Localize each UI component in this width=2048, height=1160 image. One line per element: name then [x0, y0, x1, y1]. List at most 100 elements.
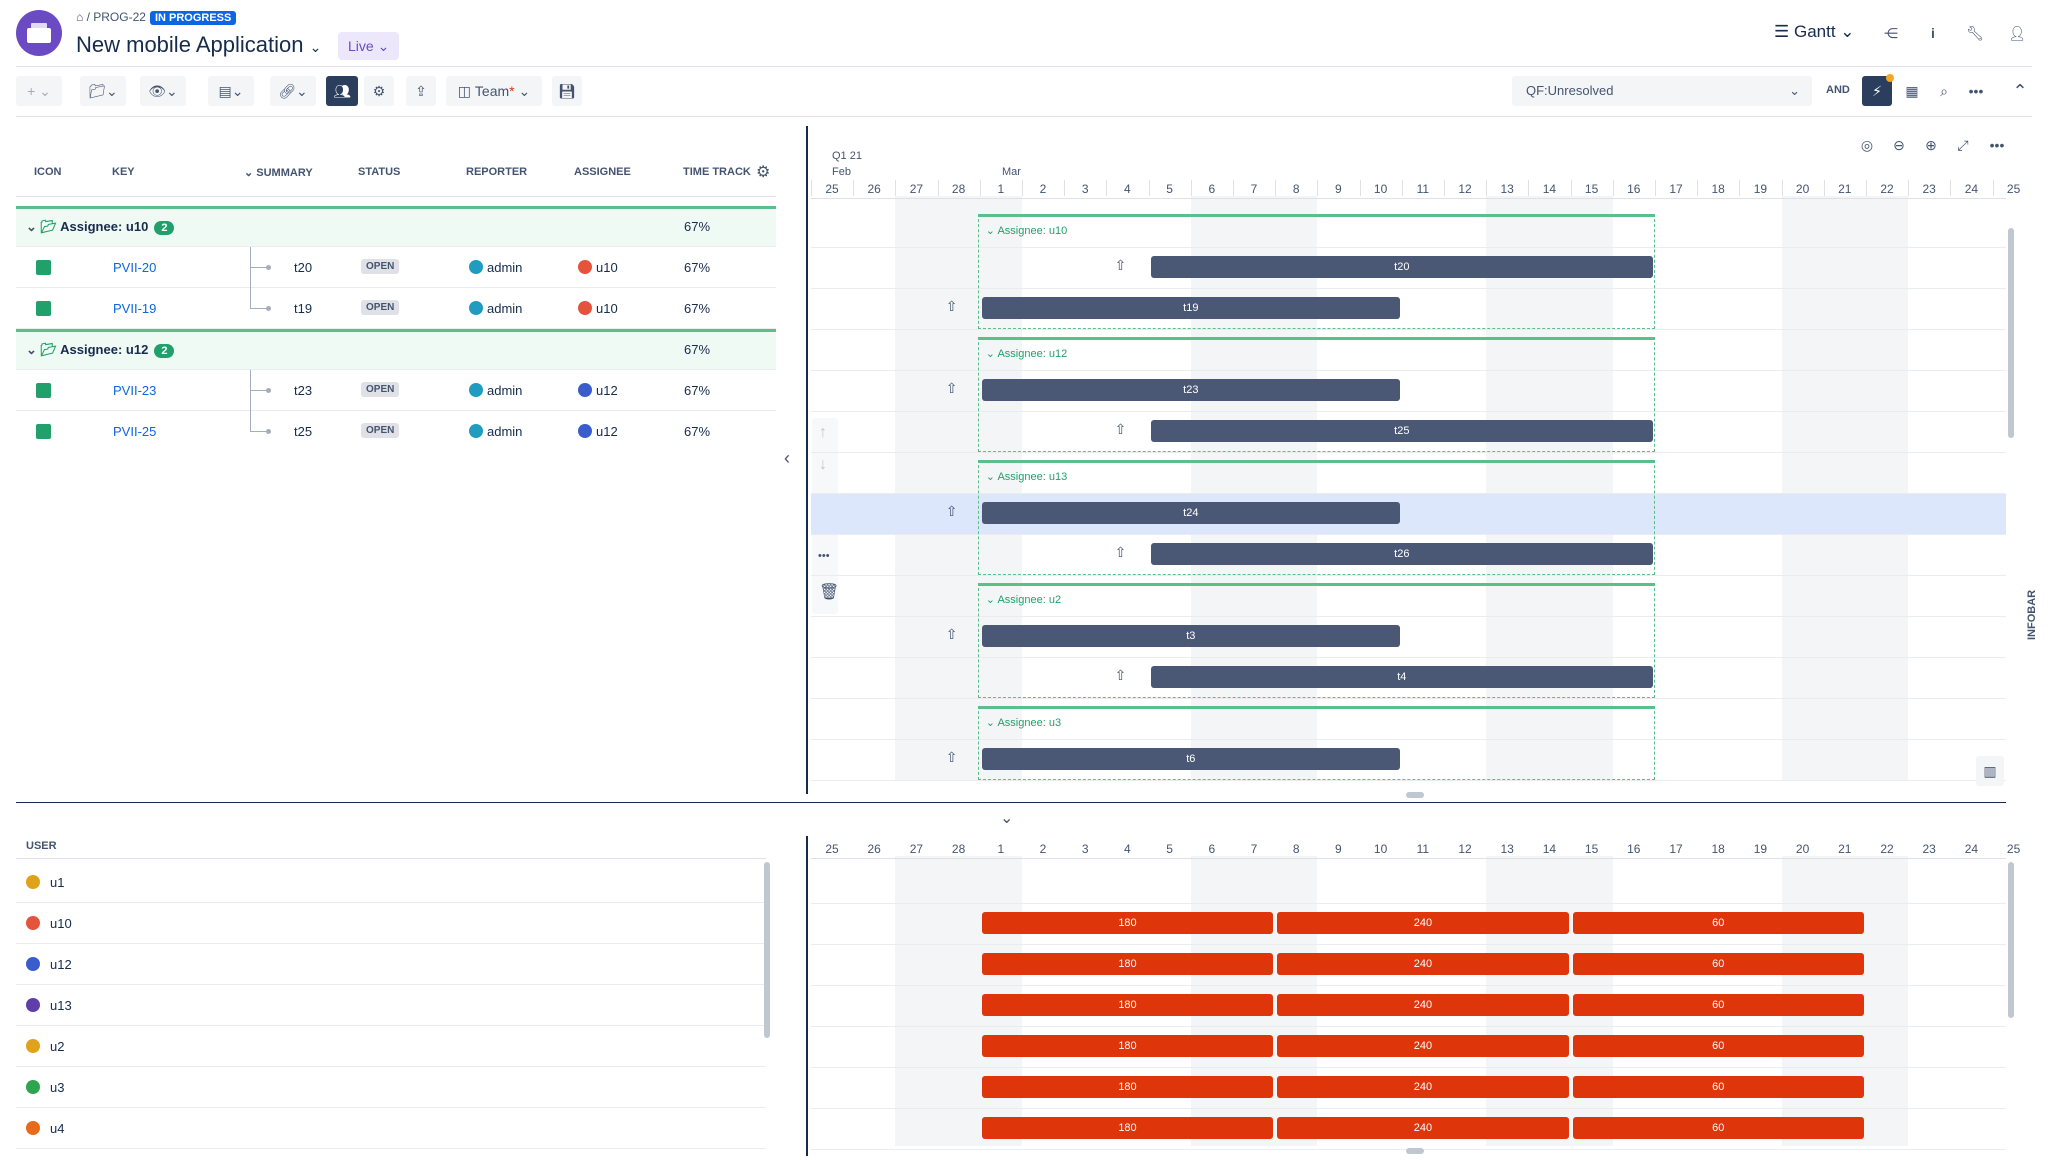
resource-vscroll[interactable]: [764, 862, 770, 1038]
group-bar-label[interactable]: ⌄ Assignee: u12: [986, 347, 1067, 360]
chevron-down-icon[interactable]: ⌄: [26, 711, 41, 726]
issue-key[interactable]: PVII-5: [113, 793, 150, 802]
gantt-vscroll[interactable]: [2008, 228, 2014, 438]
issue-key[interactable]: PVII-23: [113, 383, 157, 398]
lightning-icon[interactable]: ⚡︎: [1862, 74, 1894, 106]
task-bar[interactable]: t23: [981, 379, 1400, 401]
workload-bar[interactable]: 60: [1572, 1076, 1864, 1098]
add-button[interactable]: + ⌄: [16, 76, 62, 106]
live-dropdown[interactable]: Live ⌄: [338, 32, 400, 60]
summary[interactable]: t24: [294, 506, 313, 521]
move-up-icon[interactable]: ⇧: [945, 626, 958, 642]
move-up-icon[interactable]: ⇧: [1114, 544, 1127, 560]
issue-key[interactable]: PVII-19: [113, 301, 157, 316]
workload-bar[interactable]: 180: [981, 912, 1274, 934]
map-icon[interactable]: ▥: [1976, 756, 2004, 786]
user-row[interactable]: u2: [16, 1026, 766, 1067]
workload-bar[interactable]: 180: [981, 953, 1274, 975]
workload-bar[interactable]: 240: [1277, 1035, 1569, 1057]
infobar-label[interactable]: INFOBAR: [2026, 589, 2038, 640]
col-summary[interactable]: ⌄ SUMMARY: [244, 167, 313, 179]
group-bar-label[interactable]: ⌄ Assignee: u2: [986, 593, 1061, 606]
zoom-in-icon[interactable]: ⊕: [1925, 136, 1937, 153]
move-up-icon[interactable]: ⇧: [1114, 257, 1127, 273]
group-row[interactable]: ⌄ 📂︎ Assignee: u12 2 67%: [16, 329, 776, 370]
chevron-down-icon[interactable]: ⌄: [26, 342, 41, 357]
move-up-icon[interactable]: ↑: [819, 424, 827, 441]
summary[interactable]: t19: [294, 301, 313, 316]
share-icon[interactable]: ⋲: [1884, 24, 1898, 41]
summary[interactable]: t23: [294, 383, 313, 398]
task-bar[interactable]: t3: [981, 625, 1400, 647]
workload-bar[interactable]: 180: [981, 1035, 1274, 1057]
export-icon[interactable]: ⇪: [406, 76, 436, 106]
info-icon[interactable]: i: [1931, 25, 1935, 41]
issue-key[interactable]: PVII-6: [113, 752, 150, 767]
task-bar[interactable]: t4: [1150, 666, 1653, 688]
table-row[interactable]: PVII-20 t20 OPEN admin u10 67%: [16, 247, 776, 288]
workload-bar[interactable]: 240: [1277, 1076, 1569, 1098]
fullscreen-icon[interactable]: ⤢: [1957, 136, 1969, 153]
workload-bar[interactable]: 180: [981, 994, 1274, 1016]
wrench-icon[interactable]: 🔧︎: [1966, 24, 1984, 41]
more-actions-icon[interactable]: •••: [818, 550, 830, 562]
user-icon[interactable]: 👤︎: [2008, 24, 2026, 41]
summary[interactable]: t25: [294, 424, 313, 439]
resource-hscroll[interactable]: [1406, 1148, 1424, 1154]
workload-bar[interactable]: 240: [1277, 1117, 1569, 1139]
table-row[interactable]: PVII-25 t25 OPEN admin u12 67%: [16, 391, 776, 444]
issue-key[interactable]: PVII-25: [113, 424, 157, 439]
move-up-icon[interactable]: ⇧: [945, 503, 958, 519]
summary[interactable]: t26: [294, 547, 313, 562]
column-settings-icon[interactable]: ⚙: [756, 164, 771, 181]
issue-key[interactable]: PVII-3: [113, 629, 150, 644]
search-icon[interactable]: ⌕: [1940, 82, 1948, 99]
group-row[interactable]: ⌄ 📂︎ Assignee: u3 2 67%: [16, 698, 776, 739]
filter-dropdown[interactable]: QF:Unresolved ⌄: [1512, 76, 1812, 106]
col-time-track[interactable]: TIME TRACK: [683, 166, 751, 178]
gantt-more-icon[interactable]: •••: [1989, 137, 2005, 153]
gear-icon[interactable]: ⚙: [364, 76, 394, 106]
and-toggle[interactable]: AND: [1826, 84, 1850, 96]
summary[interactable]: t5: [294, 793, 305, 802]
summary[interactable]: t4: [294, 670, 305, 685]
move-up-icon[interactable]: ⇧: [1114, 667, 1127, 683]
col-reporter[interactable]: REPORTER: [466, 166, 528, 178]
workload-bar[interactable]: 60: [1572, 912, 1864, 934]
resource-gantt-vscroll[interactable]: [2008, 862, 2014, 1018]
view-switcher[interactable]: ☰ Gantt ⌄: [1774, 22, 1855, 41]
group-bar-label[interactable]: ⌄ Assignee: u13: [986, 470, 1067, 483]
user-row[interactable]: u10: [16, 903, 766, 944]
task-bar[interactable]: t24: [981, 502, 1400, 524]
eye-icon[interactable]: 👁︎⌄: [140, 76, 186, 106]
move-up-icon[interactable]: ⇧: [945, 298, 958, 314]
group-label[interactable]: ⌄ 📂︎ Assignee: u10 2: [26, 219, 175, 235]
user-row[interactable]: u12: [16, 944, 766, 985]
workload-bar[interactable]: 240: [1277, 994, 1569, 1016]
workload-bar[interactable]: 60: [1572, 953, 1864, 975]
table-row[interactable]: PVII-3 t3 OPEN admin u2 67%: [16, 616, 776, 657]
summary[interactable]: t20: [294, 260, 313, 275]
col-key[interactable]: KEY: [112, 166, 135, 178]
user-row[interactable]: u4: [16, 1108, 766, 1149]
user-row[interactable]: u3: [16, 1067, 766, 1108]
gantt-hscroll[interactable]: [1406, 792, 1424, 798]
user-row[interactable]: u1: [16, 862, 766, 903]
workload-bar[interactable]: 60: [1572, 1035, 1864, 1057]
move-up-icon[interactable]: ⇧: [945, 380, 958, 396]
chevron-down-icon[interactable]: ⌄: [26, 465, 41, 480]
group-label[interactable]: ⌄ 📂︎ Assignee: u13 2: [26, 465, 174, 481]
chevron-down-icon[interactable]: ⌄: [26, 219, 41, 234]
move-up-icon[interactable]: ⇧: [945, 749, 958, 765]
save-icon[interactable]: 💾︎: [552, 76, 582, 106]
col-status[interactable]: STATUS: [358, 166, 401, 178]
workload-bar[interactable]: 60: [1572, 1117, 1864, 1139]
group-bar-label[interactable]: ⌄ Assignee: u3: [986, 716, 1061, 729]
table-row[interactable]: PVII-23 t23 OPEN admin u12 67%: [16, 370, 776, 411]
issue-key[interactable]: PVII-24: [113, 506, 157, 521]
summary[interactable]: t3: [294, 629, 305, 644]
user-row[interactable]: u13: [16, 985, 766, 1026]
table-row[interactable]: PVII-6 t6 OPEN admin u3 67%: [16, 739, 776, 780]
task-bar[interactable]: t19: [981, 297, 1400, 319]
folder-icon[interactable]: 📁︎⌄: [80, 76, 126, 106]
